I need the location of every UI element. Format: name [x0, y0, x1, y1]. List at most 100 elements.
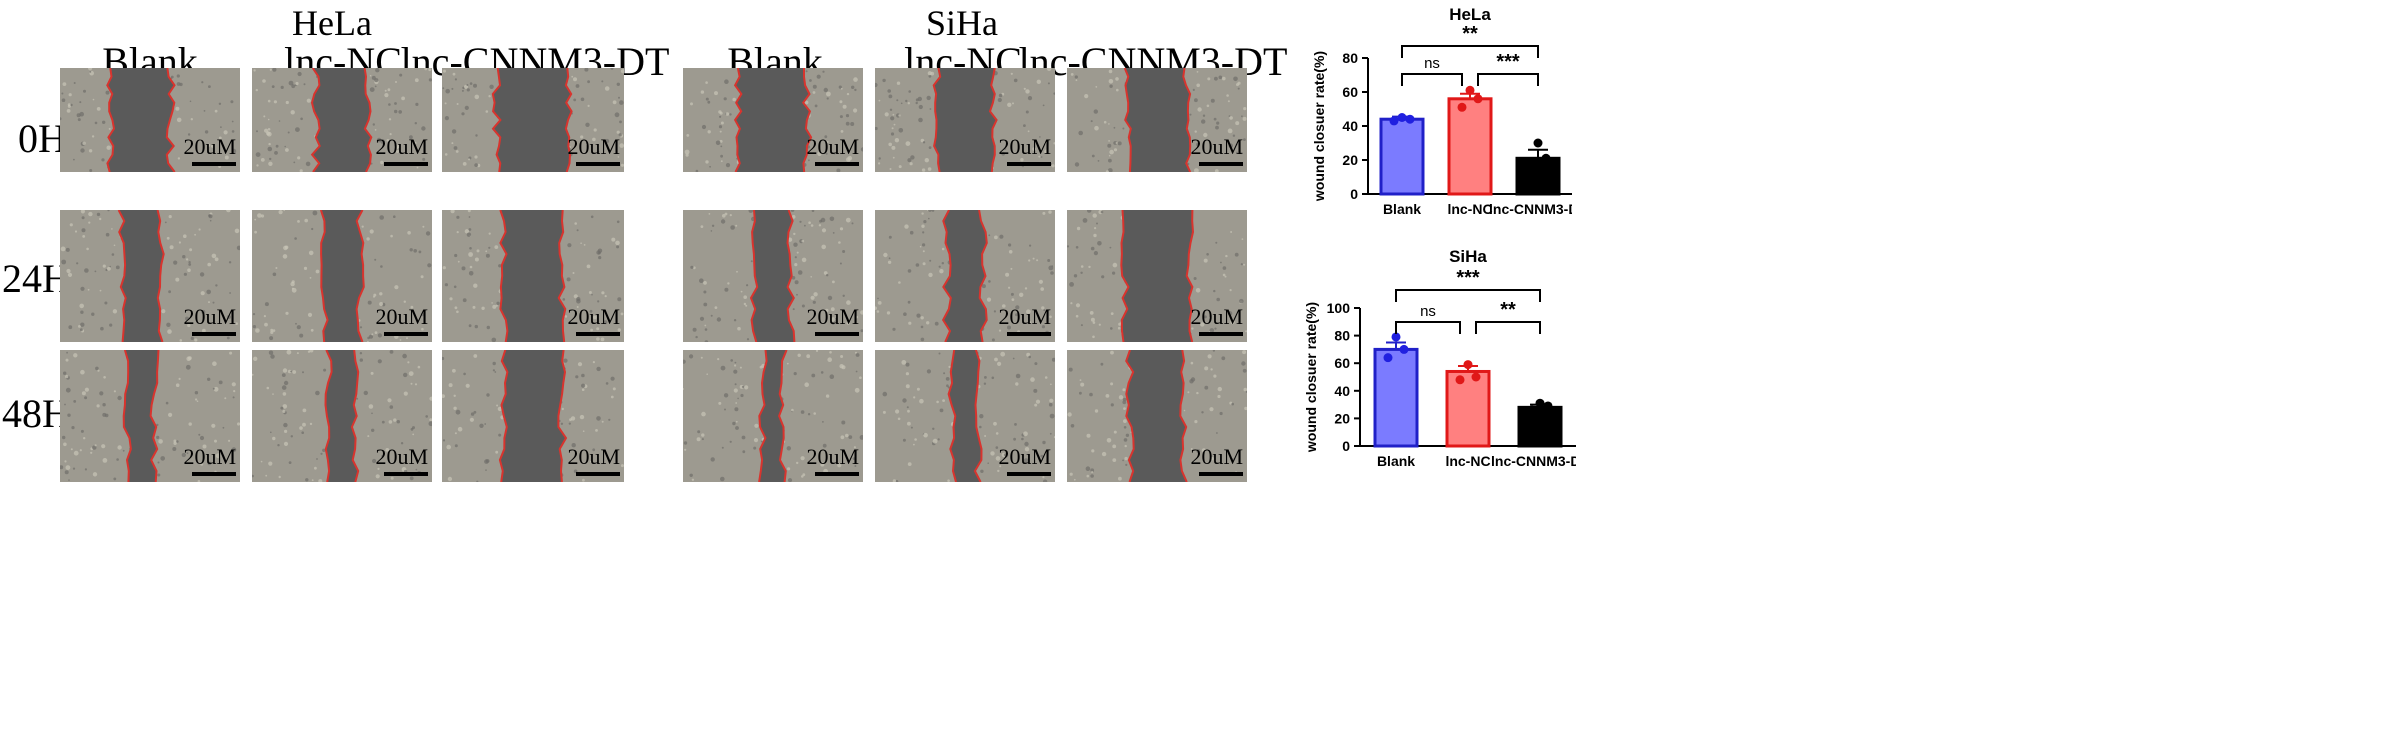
- micrograph-hela-lnc-nc-0h: 20uM: [252, 68, 432, 172]
- hela-y-axis-label: wound closuer rate(%): [1311, 51, 1327, 202]
- siha-point-2-1: [1543, 401, 1553, 411]
- scale-bar: [1007, 162, 1051, 166]
- scale-bar-label: 20uM: [183, 134, 236, 159]
- scale-bar-label: 20uM: [375, 304, 428, 329]
- chart-siha: SiHa 0 20 40 60 80 100 wound closuer rate(%) Bla…: [1290, 240, 1589, 481]
- hela-point-1-0: [1457, 102, 1467, 112]
- siha-y-tick-label-4: 80: [1334, 328, 1350, 344]
- chart-hela: HeLa 0 20 40 60 80 wound closuer rate(%) Blank l…: [1300, 0, 1587, 225]
- hela-x-tick-label-1: lnc-NC: [1447, 201, 1492, 217]
- scale-bar: [1199, 162, 1243, 166]
- siha-bar-0: [1373, 347, 1419, 448]
- scale-bar-label: 20uM: [998, 444, 1051, 469]
- micrograph-siha-lnc-nc-24h: 20uM: [875, 210, 1055, 342]
- scale-bar-label: 20uM: [567, 304, 620, 329]
- scale-bar: [384, 162, 428, 166]
- micrograph-hela-blank-24h: 20uM: [60, 210, 240, 342]
- hela-y-tick-label-1: 20: [1342, 152, 1358, 168]
- hela-point-0-1: [1405, 114, 1415, 124]
- siha-significance-label-2: ***: [1456, 267, 1480, 289]
- siha-point-0-2: [1391, 332, 1401, 342]
- scale-bar-label: 20uM: [567, 444, 620, 469]
- scale-bar: [576, 472, 620, 476]
- scale-bar-label: 20uM: [806, 134, 859, 159]
- micrograph-hela-blank-0h: 20uM: [60, 68, 240, 172]
- scale-bar-label: 20uM: [998, 134, 1051, 159]
- scale-bar-label: 20uM: [806, 444, 859, 469]
- siha-y-tick-label-0: 0: [1342, 438, 1350, 454]
- scale-bar: [576, 332, 620, 336]
- siha-point-1-1: [1471, 372, 1481, 382]
- micrograph-siha-blank-48h: 20uM: [683, 350, 863, 482]
- scale-bar-label: 20uM: [1190, 444, 1243, 469]
- micrograph-siha-lnc-cnnm3-dt-0h: 20uM: [1067, 68, 1247, 172]
- scale-bar: [815, 162, 859, 166]
- siha-chart-title: SiHa: [1449, 247, 1487, 266]
- siha-x-tick-label-0: Blank: [1377, 453, 1415, 469]
- hela-bar-2: [1515, 156, 1561, 196]
- hela-y-tick-label-2: 40: [1342, 118, 1358, 134]
- micrograph-hela-lnc-nc-24h: 20uM: [252, 210, 432, 342]
- hela-point-2-0: [1525, 170, 1535, 180]
- micrograph-siha-blank-24h: 20uM: [683, 210, 863, 342]
- hela-bracket-0: [1401, 73, 1463, 86]
- scale-bar: [1007, 332, 1051, 336]
- scale-bar-label: 20uM: [1190, 134, 1243, 159]
- siha-y-axis-label: wound closuer rate(%): [1303, 302, 1319, 453]
- scale-bar: [192, 472, 236, 476]
- hela-y-tick-label-4: 80: [1342, 50, 1358, 66]
- hela-bar-1: [1447, 97, 1493, 196]
- micrograph-hela-lnc-cnnm3-dt-24h: 20uM: [442, 210, 624, 342]
- micrograph-hela-lnc-nc-48h: 20uM: [252, 350, 432, 482]
- siha-bracket-1: [1475, 321, 1541, 334]
- siha-point-0-1: [1399, 344, 1409, 354]
- scale-bar-label: 20uM: [998, 304, 1051, 329]
- hela-x-tick-label-0: Blank: [1383, 201, 1421, 217]
- siha-point-2-2: [1535, 398, 1545, 408]
- hela-bracket-1: [1477, 73, 1539, 86]
- siha-bar-2: [1517, 405, 1563, 448]
- siha-y-tick-label-3: 60: [1334, 355, 1350, 371]
- hela-y-tick-label-3: 60: [1342, 84, 1358, 100]
- siha-significance-label-0: ns: [1420, 303, 1436, 320]
- micrograph-hela-lnc-cnnm3-dt-0h: 20uM: [442, 68, 624, 172]
- scale-bar-label: 20uM: [183, 444, 236, 469]
- hela-significance-label-1: ***: [1496, 51, 1520, 73]
- micrograph-siha-lnc-nc-48h: 20uM: [875, 350, 1055, 482]
- siha-x-tick-label-2: lnc-CNNM3-DT: [1491, 453, 1576, 469]
- hela-significance-label-0: ns: [1424, 55, 1440, 72]
- hela-point-0-2: [1397, 113, 1407, 122]
- scale-bar-label: 20uM: [375, 134, 428, 159]
- scale-bar: [1007, 472, 1051, 476]
- panel-title-hela: HeLa: [292, 3, 372, 43]
- hela-y-tick-label-0: 0: [1350, 186, 1358, 202]
- micrograph-siha-lnc-cnnm3-dt-48h: 20uM: [1067, 350, 1247, 482]
- siha-y-tick-label-5: 100: [1327, 300, 1351, 316]
- hela-point-1-1: [1473, 94, 1483, 104]
- siha-y-tick-label-1: 20: [1334, 410, 1350, 426]
- panel-title-siha: SiHa: [926, 3, 998, 43]
- scale-bar: [815, 332, 859, 336]
- hela-bar-0: [1379, 117, 1425, 196]
- hela-point-2-1: [1541, 153, 1551, 163]
- scale-bar-label: 20uM: [806, 304, 859, 329]
- scale-bar: [192, 332, 236, 336]
- hela-bracket-2: [1401, 45, 1539, 58]
- scale-bar-label: 20uM: [183, 304, 236, 329]
- scale-bar: [192, 162, 236, 166]
- row-label-24h: 24H: [2, 256, 71, 301]
- siha-bracket-2: [1395, 289, 1541, 302]
- siha-point-1-2: [1463, 360, 1473, 370]
- hela-x-tick-label-2: lnc-CNNM3-DT: [1489, 201, 1572, 217]
- hela-chart-title: HeLa: [1449, 5, 1491, 24]
- row-label-0h: 0H: [18, 116, 67, 161]
- siha-y-tick-label-2: 40: [1334, 383, 1350, 399]
- hela-point-1-2: [1465, 85, 1475, 95]
- scale-bar: [384, 332, 428, 336]
- scale-bar-label: 20uM: [1190, 304, 1243, 329]
- micrograph-hela-blank-48h: 20uM: [60, 350, 240, 482]
- micrograph-hela-lnc-cnnm3-dt-48h: 20uM: [442, 350, 624, 482]
- siha-point-1-0: [1455, 375, 1465, 385]
- hela-point-0-0: [1389, 116, 1399, 126]
- scale-bar-label: 20uM: [375, 444, 428, 469]
